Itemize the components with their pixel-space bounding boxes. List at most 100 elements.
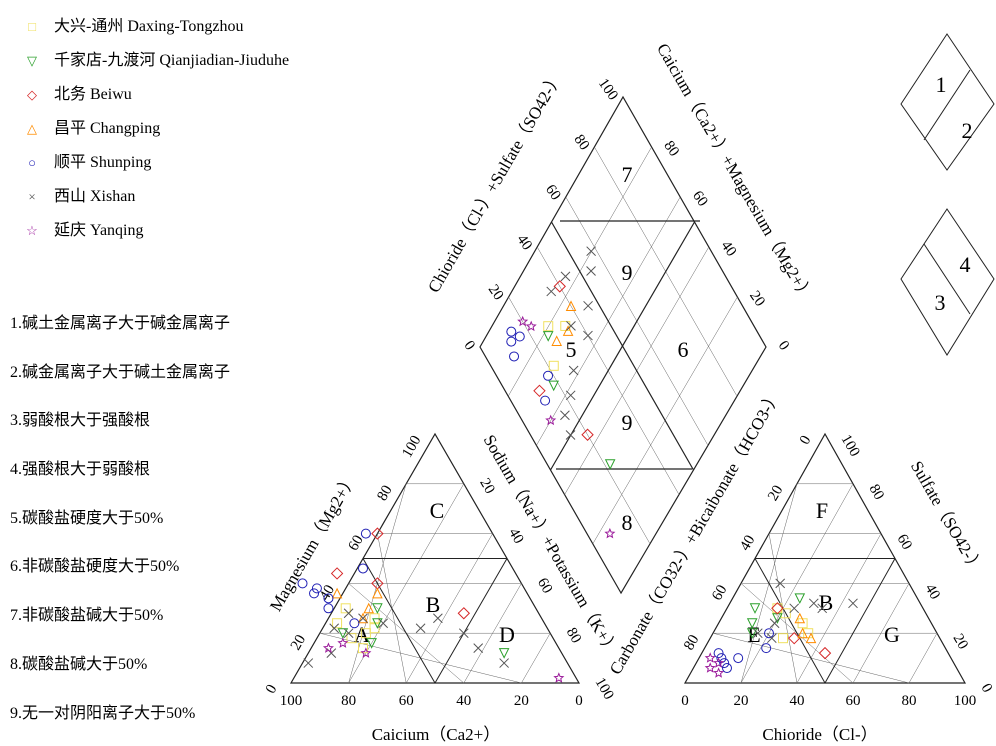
diamond-point <box>546 286 557 297</box>
cation-point <box>323 593 334 604</box>
diamond-point <box>560 271 571 282</box>
diamond-point <box>583 300 593 311</box>
diamond-point <box>548 380 559 392</box>
diamond-zone-label: 9 <box>622 410 633 435</box>
cation-left-tick: 20 <box>288 632 309 653</box>
cation-triangle-gridline <box>463 583 522 684</box>
legend-triangle-down-icon: ▽ <box>27 53 37 68</box>
diamond-left-tick: 100 <box>595 76 621 104</box>
cation-point <box>358 613 368 624</box>
legend-diamond-icon: ◇ <box>27 87 37 102</box>
legend-circle-icon: ○ <box>28 155 36 170</box>
diamond-point <box>506 326 517 337</box>
diamond-point <box>551 335 563 346</box>
anion-zone-line <box>824 558 896 684</box>
anion-point <box>769 618 780 629</box>
note: 4.强酸根大于弱酸根 <box>10 461 151 479</box>
key-diamond-1 <box>900 33 995 171</box>
anion-right-tick: 40 <box>922 581 943 602</box>
cation-point <box>331 587 343 599</box>
cation-zone-label: D <box>499 622 515 647</box>
legend-label: 顺平 Shunping <box>54 154 152 171</box>
key-divider <box>923 69 971 141</box>
note: 7.非碳酸盐碱大于50% <box>10 607 164 625</box>
anion-point <box>797 627 808 639</box>
cation-zone-label: C <box>430 498 445 523</box>
cation-point <box>357 612 369 624</box>
anion-point <box>775 578 786 589</box>
legend-item: ▽ 千家店-九渡河 Qianjiadian-Jiuduhe <box>18 44 289 78</box>
anion-point <box>772 603 783 614</box>
note: 5.碳酸盐硬度大于50% <box>10 509 164 527</box>
diamond-point <box>514 331 525 342</box>
note: 9.无一对阴阳离子大于50% <box>10 704 196 722</box>
cation-point <box>473 643 484 653</box>
cation-left-tick: 80 <box>374 483 395 504</box>
diamond-zone-label: 7 <box>622 162 633 187</box>
anion-zone-label: B <box>819 590 834 615</box>
anion-x-tick: 100 <box>954 693 977 709</box>
anion-left-tick: 40 <box>737 533 758 554</box>
cation-point <box>332 618 343 629</box>
cation-point <box>330 567 344 580</box>
anion-point <box>713 667 725 678</box>
cation-x-tick: 80 <box>341 693 356 709</box>
cation-point <box>337 637 349 648</box>
cation-right-tick: 100 <box>592 675 617 702</box>
cation-point <box>553 672 565 683</box>
legend-item: ☆ 延庆 Yanqing <box>18 214 289 248</box>
cation-point <box>499 658 509 668</box>
diamond-point <box>586 246 596 257</box>
anion-point <box>704 652 716 663</box>
cation-point <box>458 628 469 639</box>
legend-label: 西山 Xishan <box>54 188 136 205</box>
anion-right-axis-title: Sulfate（SO42-） <box>907 458 987 577</box>
cation-point <box>366 638 377 649</box>
legend-item: △ 昌平 Changping <box>18 112 289 146</box>
key-diamond-2 <box>900 208 995 356</box>
anion-point <box>746 628 758 639</box>
cation-x-axis-title: Caicium（Ca2+） <box>372 725 501 744</box>
legend-label: 昌平 Changping <box>54 120 161 137</box>
cation-point <box>433 613 443 624</box>
anion-zone-label: G <box>884 622 900 647</box>
anion-left-tick: 0 <box>797 433 815 447</box>
cation-point <box>340 603 351 614</box>
anion-point <box>722 663 732 674</box>
cation-point <box>360 647 372 658</box>
cation-point <box>363 602 375 614</box>
anion-x-tick: 0 <box>681 693 689 709</box>
diamond-left-tick: 20 <box>485 282 507 303</box>
anion-point <box>752 628 763 639</box>
diamond-right-tick: 0 <box>775 338 792 353</box>
diamond-point <box>568 365 579 376</box>
anion-left-tick: 20 <box>765 483 786 504</box>
anion-point <box>704 662 716 673</box>
key-divider <box>923 243 971 315</box>
diamond-point <box>553 280 566 293</box>
cation-point <box>297 578 308 589</box>
legend-item: ○ 顺平 Shunping <box>18 146 289 180</box>
diamond-right-axis-title: Caicium（Ca2+）+Magnesium（Mg2+） <box>653 40 817 304</box>
cation-right-tick: 20 <box>476 476 497 497</box>
cation-point <box>303 658 314 668</box>
anion-right-tick: 20 <box>950 631 971 652</box>
legend-label: 大兴-通州 Daxing-Tongzhou <box>54 18 244 35</box>
anion-point <box>713 657 725 668</box>
diamond-zone-label: 8 <box>622 510 633 535</box>
diamond-point <box>604 527 616 539</box>
cation-point <box>372 618 383 629</box>
legend-star-icon: ☆ <box>26 223 38 238</box>
cation-point <box>360 528 371 539</box>
diamond-point <box>548 360 559 371</box>
key-number: 3 <box>935 290 946 315</box>
legend-item: □ 大兴-通州 Daxing-Tongzhou <box>18 10 289 44</box>
cation-point <box>329 623 340 634</box>
cation-left-tick: 60 <box>346 533 367 554</box>
cation-triangle-gridline <box>405 533 493 684</box>
anion-point <box>764 628 774 639</box>
zone-notes: 1.碱土金属离子大于碱金属离子 2.碱金属离子大于碱土金属离子 3.弱酸根大于强… <box>10 300 230 738</box>
anion-x-tick: 40 <box>790 693 805 709</box>
diamond-point <box>509 351 520 362</box>
anion-right-tick: 0 <box>978 681 996 695</box>
